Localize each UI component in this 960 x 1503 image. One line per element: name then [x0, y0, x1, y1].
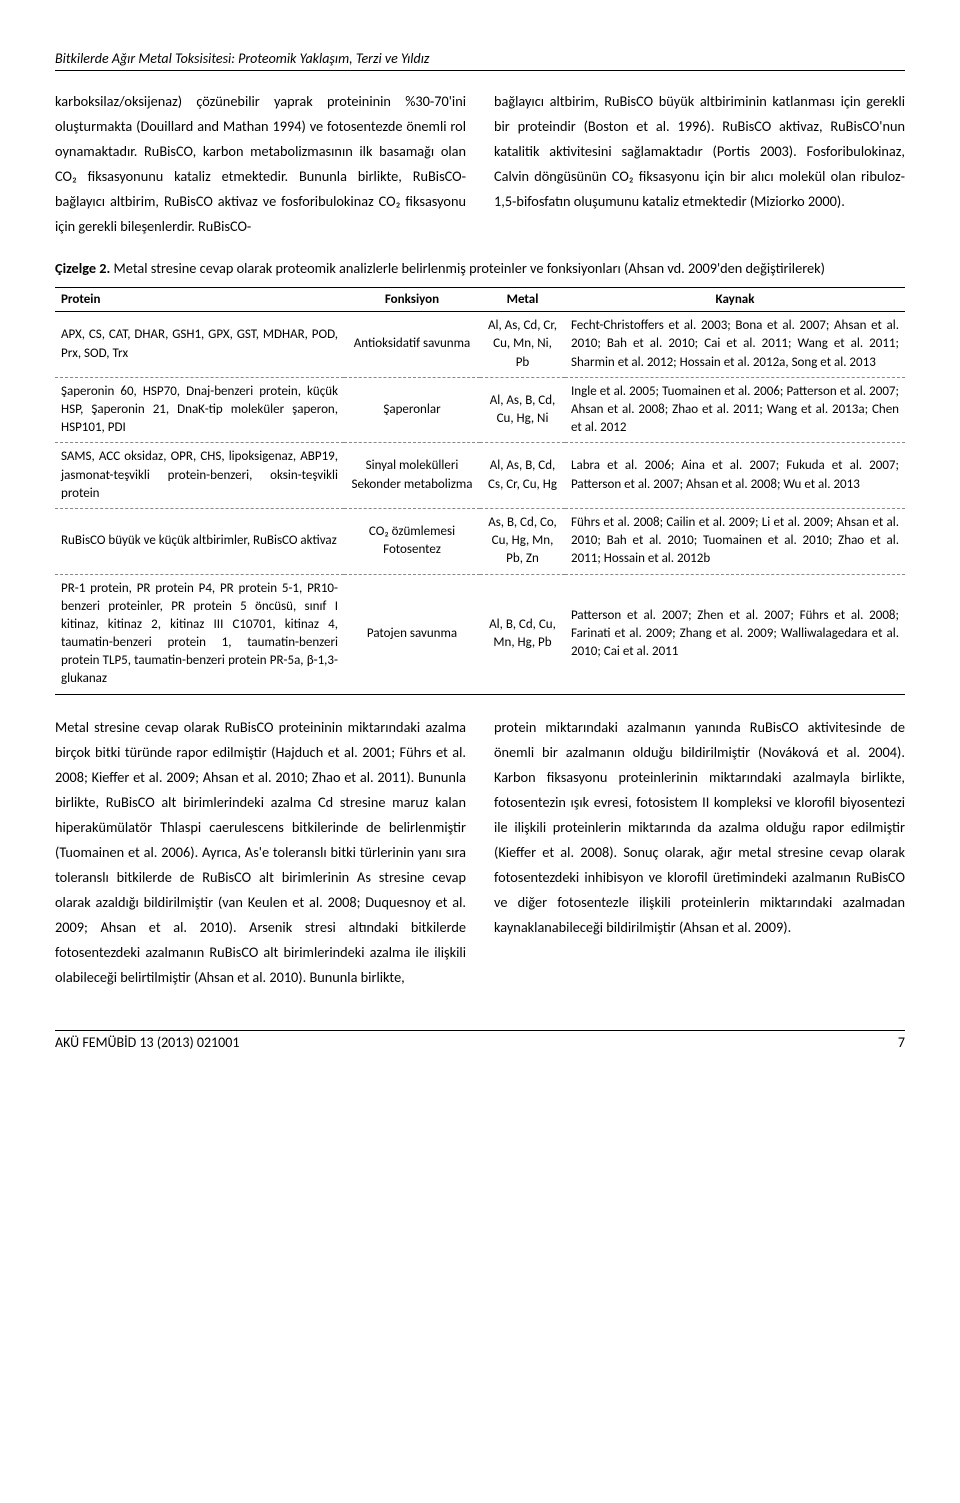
protein-table: Protein Fonksiyon Metal Kaynak APX, CS, … [55, 287, 905, 694]
top-paragraph-columns: karboksilaz/oksijenaz) çözünebilir yapra… [55, 89, 905, 239]
cell-fonksiyon: Antioksidatif savunma [344, 312, 480, 378]
cell-kaynak: Patterson et al. 2007; Zhen et al. 2007;… [565, 574, 905, 694]
bottom-paragraph-columns: Metal stresine cevap olarak RuBisCO prot… [55, 715, 905, 990]
cell-kaynak: Führs et al. 2008; Cailin et al. 2009; L… [565, 508, 905, 574]
table-row: RuBisCO büyük ve küçük altbirimler, RuBi… [55, 508, 905, 574]
journal-reference: AKÜ FEMÜBİD 13 (2013) 021001 [55, 1034, 239, 1051]
bottom-left-column: Metal stresine cevap olarak RuBisCO prot… [55, 715, 466, 990]
cell-kaynak: Fecht-Christoffers et al. 2003; Bona et … [565, 312, 905, 378]
cell-metal: Al, As, B, Cd, Cs, Cr, Cu, Hg [480, 443, 565, 509]
cell-protein: RuBisCO büyük ve küçük altbirimler, RuBi… [55, 508, 344, 574]
table-caption-text: Metal stresine cevap olarak proteomik an… [110, 259, 825, 277]
table-row: Şaperonin 60, HSP70, Dnaj-benzeri protei… [55, 377, 905, 443]
cell-kaynak: Ingle et al. 2005; Tuomainen et al. 2006… [565, 377, 905, 443]
table-row: SAMS, ACC oksidaz, OPR, CHS, lipoksigena… [55, 443, 905, 509]
header-metal: Metal [480, 288, 565, 312]
cell-metal: As, B, Cd, Co, Cu, Hg, Mn, Pb, Zn [480, 508, 565, 574]
cell-fonksiyon: Şaperonlar [344, 377, 480, 443]
cell-metal: Al, As, B, Cd, Cu, Hg, Ni [480, 377, 565, 443]
header-kaynak: Kaynak [565, 288, 905, 312]
cell-protein: APX, CS, CAT, DHAR, GSH1, GPX, GST, MDHA… [55, 312, 344, 378]
page-footer: AKÜ FEMÜBİD 13 (2013) 021001 7 [55, 1030, 905, 1051]
header-fonksiyon: Fonksiyon [344, 288, 480, 312]
cell-protein: Şaperonin 60, HSP70, Dnaj-benzeri protei… [55, 377, 344, 443]
table-caption: Çizelge 2. Metal stresine cevap olarak p… [55, 257, 905, 279]
cell-fonksiyon: CO₂ özümlemesi Fotosentez [344, 508, 480, 574]
cell-kaynak: Labra et al. 2006; Aina et al. 2007; Fuk… [565, 443, 905, 509]
cell-protein: PR-1 protein, PR protein P4, PR protein … [55, 574, 344, 694]
bottom-right-column: protein miktarındaki azalmanın yanında R… [494, 715, 905, 990]
page-number: 7 [898, 1034, 905, 1051]
table-row: PR-1 protein, PR protein P4, PR protein … [55, 574, 905, 694]
table-caption-label: Çizelge 2. [55, 259, 110, 277]
cell-fonksiyon: Sinyal molekülleri Sekonder metabolizma [344, 443, 480, 509]
top-right-column: bağlayıcı altbirim, RuBisCO büyük altbir… [494, 89, 905, 239]
cell-metal: Al, As, Cd, Cr, Cu, Mn, Ni, Pb [480, 312, 565, 378]
cell-protein: SAMS, ACC oksidaz, OPR, CHS, lipoksigena… [55, 443, 344, 509]
top-left-column: karboksilaz/oksijenaz) çözünebilir yapra… [55, 89, 466, 239]
table-row: APX, CS, CAT, DHAR, GSH1, GPX, GST, MDHA… [55, 312, 905, 378]
cell-metal: Al, B, Cd, Cu, Mn, Hg, Pb [480, 574, 565, 694]
header-protein: Protein [55, 288, 344, 312]
cell-fonksiyon: Patojen savunma [344, 574, 480, 694]
running-header: Bitkilerde Ağır Metal Toksisitesi: Prote… [55, 50, 905, 71]
